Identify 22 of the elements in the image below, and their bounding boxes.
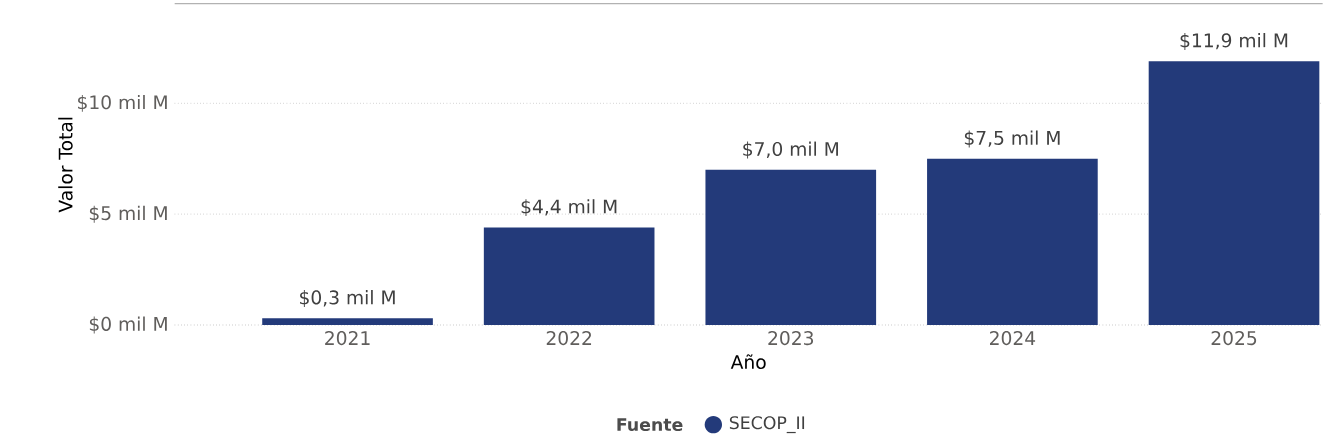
y-axis-title: Valor Total: [58, 117, 73, 213]
bar: [1148, 61, 1320, 325]
x-tick-label: 2024: [990, 331, 1036, 346]
x-tick-label: 2021: [325, 331, 370, 346]
data-label: $0,3 mil M: [300, 290, 395, 307]
y-tick-label: $10 mil M: [78, 94, 167, 112]
y-tick-label: $5 mil M: [89, 205, 167, 223]
data-label: $11,9 mil M: [1180, 32, 1288, 50]
data-label: $7,0 mil M: [743, 141, 838, 159]
data-label: $7,5 mil M: [964, 130, 1060, 148]
x-tick-label: 2023: [768, 331, 814, 346]
legend-title: Fuente: [617, 418, 683, 432]
bar: [483, 227, 655, 325]
bar: [705, 169, 877, 325]
y-tick-label: $0 mil M: [89, 316, 167, 334]
bar: [262, 318, 433, 325]
x-axis-title: Año: [730, 354, 766, 370]
x-tick-label: 2022: [546, 331, 592, 346]
legend-label: SECOP_II: [729, 416, 805, 434]
bar: [927, 158, 1098, 325]
data-label: $4,4 mil M: [521, 199, 617, 217]
x-tick-label: 2025: [1211, 331, 1257, 346]
